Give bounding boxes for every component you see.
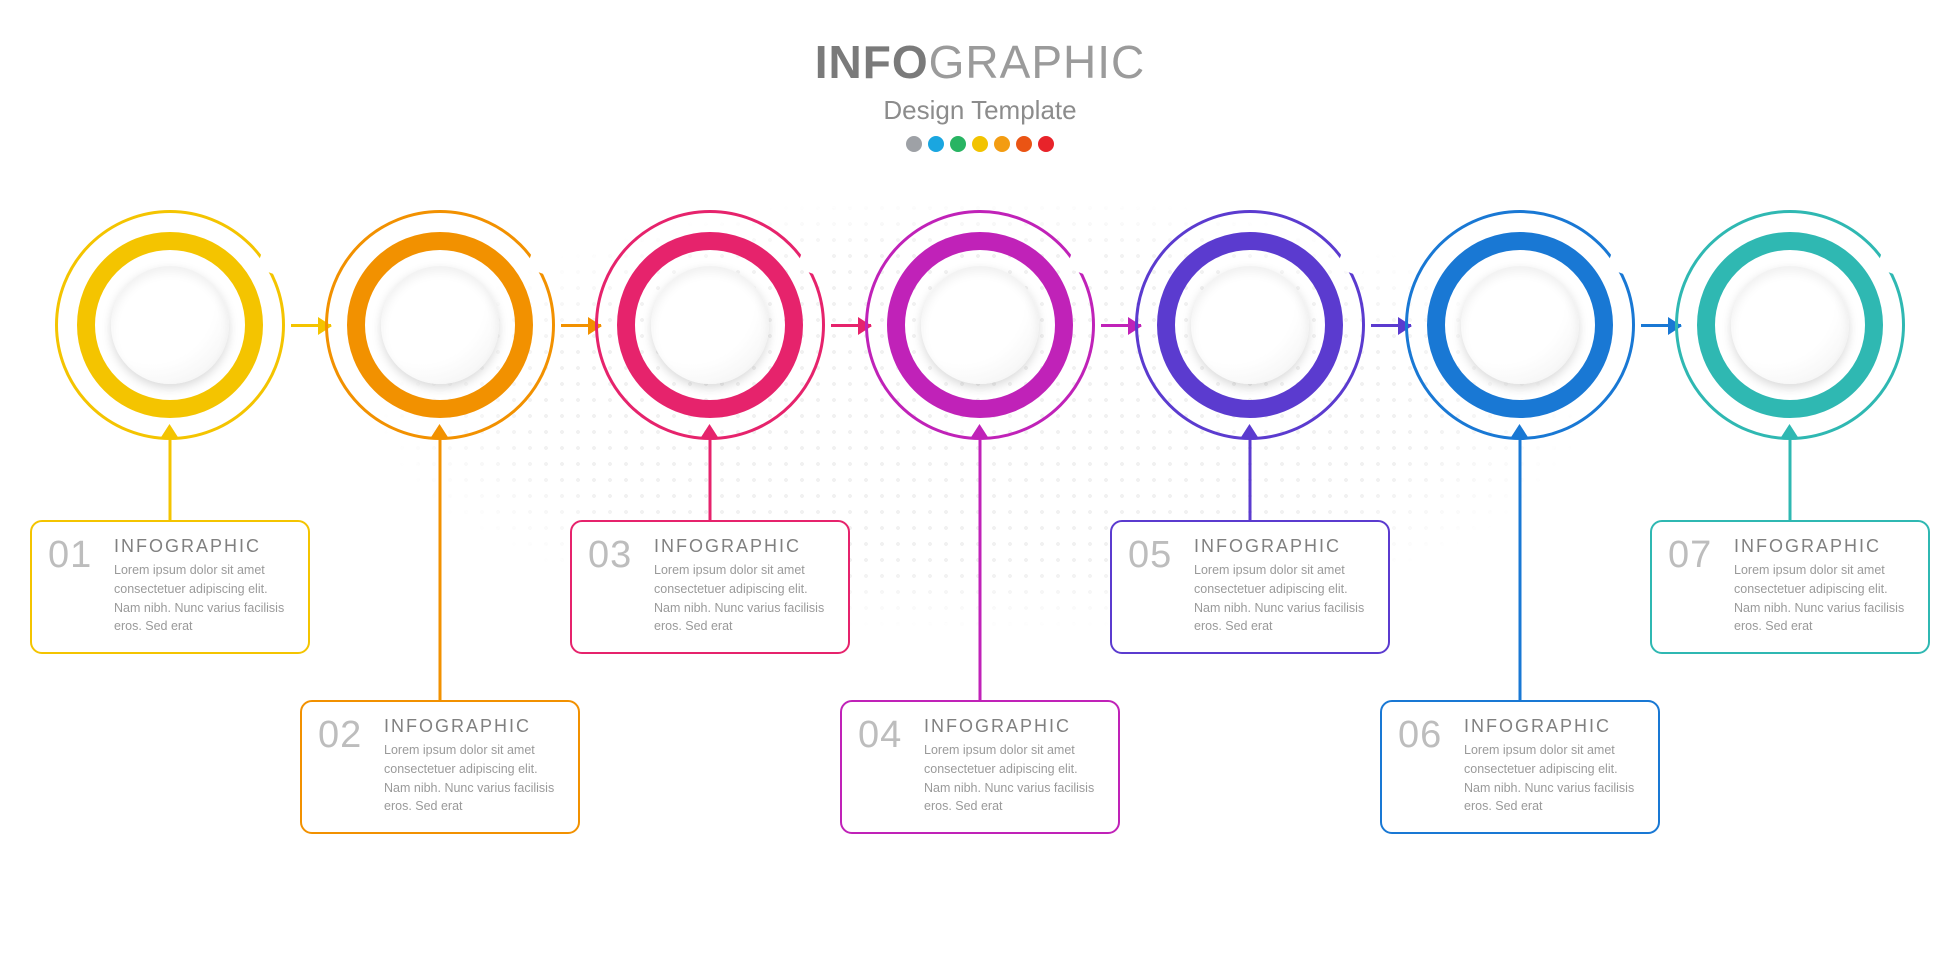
card-title: INFOGRAPHIC [384,716,562,737]
steps-row: 01INFOGRAPHICLorem ipsum dolor sit amet … [0,210,1960,440]
card-title: INFOGRAPHIC [1194,536,1372,557]
step-number: 06 [1398,716,1452,816]
step-04: 04INFOGRAPHICLorem ipsum dolor sit amet … [865,210,1095,440]
main-title: INFOGRAPHIC [0,35,1960,89]
card-body: Lorem ipsum dolor sit amet consectetuer … [384,741,562,816]
card-body: Lorem ipsum dolor sit amet consectetuer … [1194,561,1372,636]
stage: INFOGRAPHIC Design Template 01INFOGRAPHI… [0,0,1960,980]
card-body: Lorem ipsum dolor sit amet consectetuer … [1734,561,1912,636]
arrow-up-icon [1789,440,1792,525]
arrow-up-icon [1249,440,1252,525]
inner-disc [1731,266,1849,384]
step-03: 03INFOGRAPHICLorem ipsum dolor sit amet … [595,210,825,440]
step-number: 01 [48,536,102,636]
card-title: INFOGRAPHIC [1464,716,1642,737]
inner-disc [921,266,1039,384]
callout-card-02: 02 INFOGRAPHIC Lorem ipsum dolor sit amet … [300,700,580,834]
title-light: GRAPHIC [929,36,1146,88]
step-02: 02INFOGRAPHICLorem ipsum dolor sit amet … [325,210,555,440]
step-number: 03 [588,536,642,636]
callout-card-06: 06 INFOGRAPHIC Lorem ipsum dolor sit amet … [1380,700,1660,834]
card-title: INFOGRAPHIC [654,536,832,557]
step-number: 02 [318,716,372,816]
card-title: INFOGRAPHIC [924,716,1102,737]
inner-disc [381,266,499,384]
step-number: 07 [1668,536,1722,636]
arrow-up-icon [439,440,442,705]
card-body: Lorem ipsum dolor sit amet consectetuer … [1464,741,1642,816]
step-05: 05INFOGRAPHICLorem ipsum dolor sit amet … [1135,210,1365,440]
arrow-up-icon [169,440,172,525]
arrow-up-icon [709,440,712,525]
card-body: Lorem ipsum dolor sit amet consectetuer … [114,561,292,636]
callout-card-05: 05 INFOGRAPHIC Lorem ipsum dolor sit amet … [1110,520,1390,654]
step-01: 01INFOGRAPHICLorem ipsum dolor sit amet … [55,210,285,440]
inner-disc [111,266,229,384]
callout-card-04: 04 INFOGRAPHIC Lorem ipsum dolor sit amet … [840,700,1120,834]
callout-card-03: 03 INFOGRAPHIC Lorem ipsum dolor sit amet … [570,520,850,654]
card-title: INFOGRAPHIC [114,536,292,557]
step-number: 04 [858,716,912,816]
arrow-up-icon [1519,440,1522,705]
callout-card-01: 01 INFOGRAPHIC Lorem ipsum dolor sit amet … [30,520,310,654]
step-06: 06INFOGRAPHICLorem ipsum dolor sit amet … [1405,210,1635,440]
card-body: Lorem ipsum dolor sit amet consectetuer … [654,561,832,636]
inner-disc [1461,266,1579,384]
card-title: INFOGRAPHIC [1734,536,1912,557]
inner-disc [1191,266,1309,384]
card-body: Lorem ipsum dolor sit amet consectetuer … [924,741,1102,816]
callout-card-07: 07 INFOGRAPHIC Lorem ipsum dolor sit amet … [1650,520,1930,654]
arrow-up-icon [979,440,982,705]
step-07: 07INFOGRAPHICLorem ipsum dolor sit amet … [1675,210,1905,440]
step-number: 05 [1128,536,1182,636]
inner-disc [651,266,769,384]
title-bold: INFO [815,36,929,88]
